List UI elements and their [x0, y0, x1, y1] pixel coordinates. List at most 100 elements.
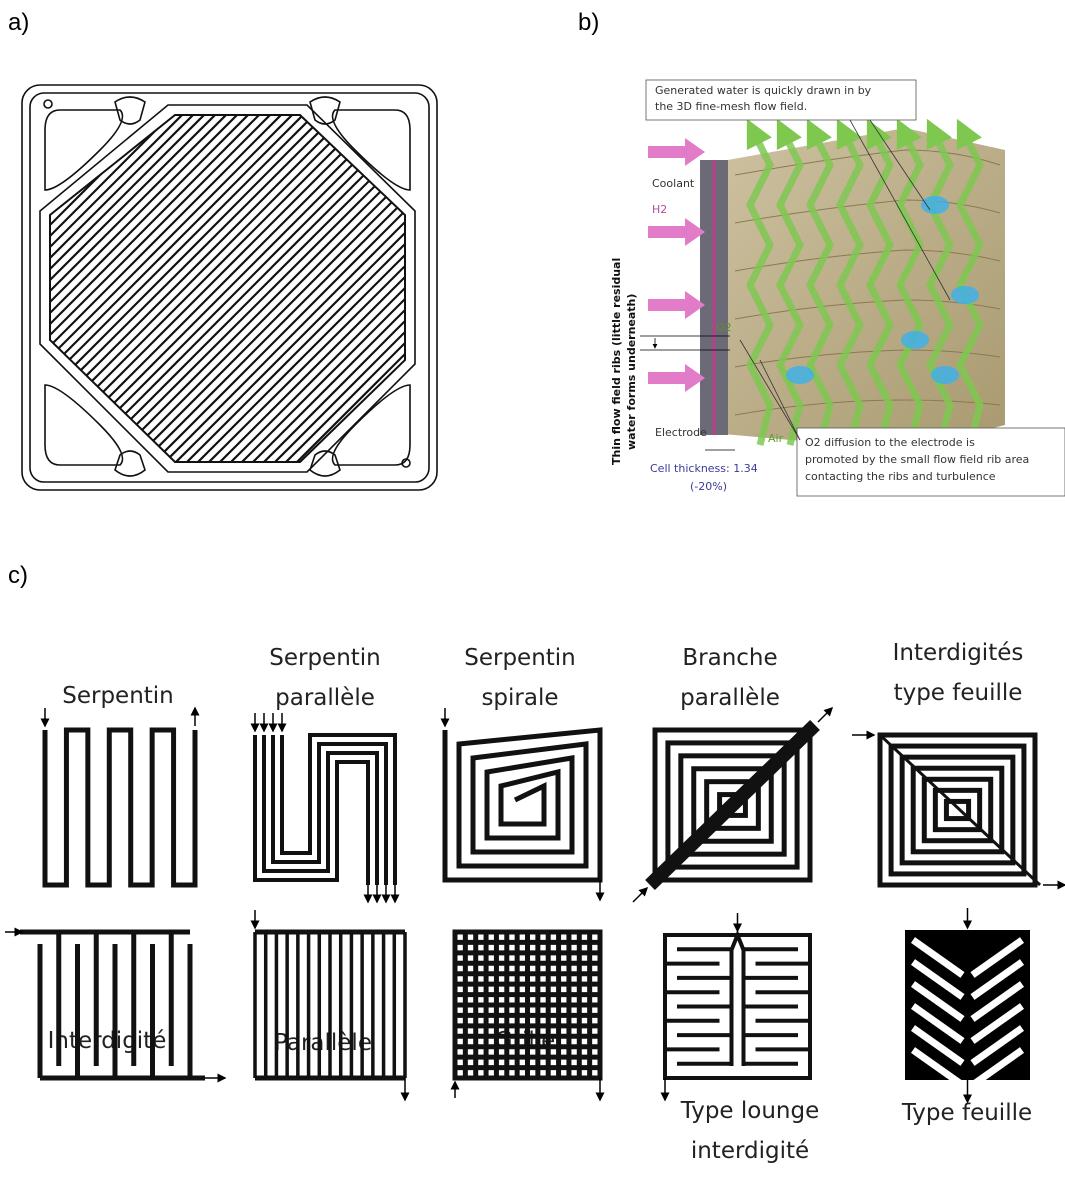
- flow-channel: [50, 115, 405, 462]
- pattern-label: Interdigités: [893, 640, 1024, 666]
- leaf-vein: [970, 981, 1025, 1022]
- flow-channel: [50, 115, 337, 462]
- air-flow-arrow: [746, 118, 774, 446]
- leaf-vein: [970, 937, 1025, 978]
- air-flow-arrow: [866, 118, 894, 446]
- panel-label: a): [8, 9, 29, 36]
- inlet-arrow: [648, 364, 705, 392]
- annotation: Cell thickness: 1.34: [650, 462, 758, 475]
- concentric-channel: [888, 743, 1027, 877]
- flow-channel: [50, 115, 405, 462]
- concentric-channel: [691, 766, 774, 844]
- air-flow-arrow: [806, 118, 834, 446]
- flow-channel: [110, 115, 405, 462]
- air-flow-arrow: [776, 118, 804, 446]
- serpentine-channel: [262, 735, 379, 885]
- inlet-arrow: [648, 291, 705, 319]
- flow-channel: [50, 115, 304, 462]
- flow-field-illustration: Generated water is quickly drawn in by t…: [610, 79, 1065, 497]
- flow-channel: [50, 115, 73, 462]
- pattern-label: Type lounge: [680, 1098, 820, 1124]
- flow-channel: [50, 115, 249, 462]
- annotation: the 3D fine-mesh flow field.: [655, 100, 807, 113]
- pattern-label: Type feuille: [901, 1100, 1032, 1126]
- flow-channel: [50, 115, 403, 462]
- pattern-label: Branche: [682, 645, 777, 671]
- pattern-label: type feuille: [894, 680, 1023, 706]
- flow-channel: [50, 115, 405, 462]
- leaf-vein: [970, 1047, 1025, 1088]
- flow-channel: [132, 115, 405, 462]
- panel-label: c): [8, 562, 28, 589]
- flow-channel: [50, 115, 84, 462]
- flow-channel: [50, 115, 282, 462]
- leaf-vein: [970, 959, 1025, 1000]
- concentric-channel: [943, 798, 972, 822]
- water-droplet: [931, 366, 959, 384]
- callout-box: [796, 427, 1065, 497]
- serpentine-channel: [42, 727, 198, 888]
- pattern-label: Interdigité: [48, 1028, 167, 1054]
- mesh-cell: [734, 399, 1001, 416]
- inlet-arrow: [648, 218, 705, 246]
- water-droplet: [951, 286, 979, 304]
- leaf-vein: [910, 1003, 965, 1044]
- concentric-channel: [877, 732, 1038, 888]
- flow-channel: [50, 115, 260, 462]
- flow-arrow: [632, 886, 649, 903]
- pattern-label: parallèle: [275, 685, 375, 711]
- pattern-label: spirale: [481, 685, 558, 711]
- flow-channel: [50, 115, 405, 462]
- flow-channel: [77, 115, 405, 462]
- flow-channel: [50, 115, 348, 462]
- concentric-channel: [665, 740, 800, 870]
- water-droplet: [786, 366, 814, 384]
- concentric-channel: [910, 765, 1005, 855]
- flow-channel: [66, 115, 405, 462]
- water-droplet: [901, 331, 929, 349]
- leaf-vein: [910, 981, 965, 1022]
- concentric-channel: [704, 779, 761, 831]
- flow-channel: [50, 115, 405, 462]
- annotation: Generated water is quickly drawn in by: [655, 84, 872, 97]
- air-flow-arrow: [926, 118, 954, 446]
- annotation: H2: [652, 203, 667, 216]
- annotation: water forms underneath): [625, 294, 638, 450]
- serpentine-channel: [253, 735, 370, 885]
- annotation: O2 diffusion to the electrode is: [805, 436, 975, 449]
- annotation: (-20%): [690, 480, 727, 493]
- flow-channel: [50, 115, 117, 462]
- panel-label: b): [578, 9, 599, 36]
- flow-channel: [50, 115, 405, 462]
- flow-channel: [55, 115, 405, 462]
- leaf-vein: [910, 1025, 965, 1066]
- leaf-vein: [910, 1047, 965, 1088]
- flow-channel: [50, 115, 238, 462]
- mesh-cell: [734, 249, 1001, 272]
- flow-channel: [50, 115, 381, 462]
- water-droplet: [921, 196, 949, 214]
- concentric-channel: [678, 753, 787, 857]
- flow-channel: [143, 115, 405, 462]
- flow-channel: [88, 115, 405, 462]
- air-flow-arrow: [836, 118, 864, 446]
- flow-channel: [50, 115, 293, 462]
- pattern-label: Serpentin: [464, 645, 576, 671]
- pattern-label: Parallèle: [274, 1030, 372, 1056]
- callout-line: [739, 339, 801, 441]
- flow-channel: [50, 115, 161, 462]
- flow-channel: [50, 115, 370, 462]
- pattern-label: parallèle: [680, 685, 780, 711]
- callout-box: [645, 79, 917, 121]
- inlet-channel: [729, 929, 746, 1066]
- annotation: contacting the ribs and turbulence: [805, 470, 996, 483]
- leaf-vein: [970, 1003, 1025, 1044]
- leaf-vein: [970, 1025, 1025, 1066]
- concentric-channel: [717, 792, 748, 818]
- flow-channel: [50, 115, 315, 462]
- spiral-channel: [442, 727, 603, 883]
- callout-line: [869, 119, 931, 211]
- leaf-vein: [910, 959, 965, 1000]
- annotation: O2: [716, 321, 732, 334]
